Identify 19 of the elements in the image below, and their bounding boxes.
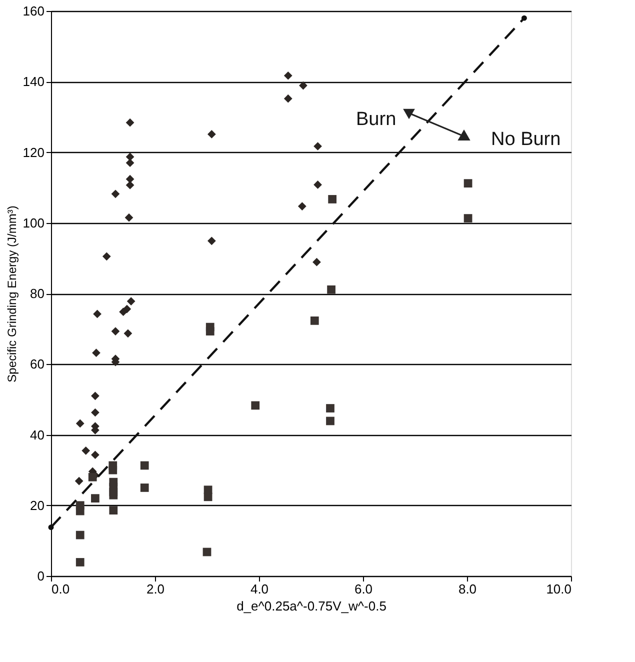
y-tick-label: 120 — [22, 144, 44, 160]
y-axis-title: Specific Grinding Energy (J/mm³) — [4, 206, 19, 382]
y-tick-label: 20 — [30, 498, 44, 513]
y-tick-label: 80 — [30, 286, 44, 301]
y-tick-label: 100 — [22, 215, 44, 230]
x-tick-label: 6.0 — [354, 582, 373, 596]
y-tick-label: 0 — [37, 568, 44, 584]
x-tick-label: 0.0 — [52, 582, 70, 596]
x-tick-label: 2.0 — [146, 582, 165, 596]
y-tick-label: 140 — [22, 74, 44, 90]
y-tick-label: 60 — [30, 356, 44, 372]
x-tick-label: 10.0 — [546, 582, 572, 596]
annotation: No Burn — [491, 129, 561, 150]
x-tick-label: 4.0 — [250, 582, 269, 596]
x-tick-label: 8.0 — [458, 582, 477, 596]
y-tick-label: 160 — [22, 4, 44, 18]
annotation: Burn — [356, 109, 396, 130]
x-axis-title: d_e^0.25a^-0.75V_w^-0.5 — [236, 598, 386, 614]
y-tick-label: 40 — [30, 427, 44, 442]
